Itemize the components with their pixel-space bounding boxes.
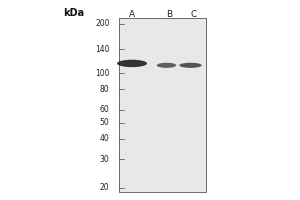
Text: 30: 30	[100, 155, 110, 164]
Text: A: A	[129, 10, 135, 19]
Text: 80: 80	[100, 85, 110, 94]
Ellipse shape	[117, 60, 147, 67]
Text: 20: 20	[100, 184, 110, 192]
Text: kDa: kDa	[63, 8, 84, 18]
Text: B: B	[167, 10, 172, 19]
Ellipse shape	[157, 63, 176, 68]
Ellipse shape	[179, 63, 202, 68]
Text: 50: 50	[100, 118, 110, 127]
Text: 140: 140	[95, 45, 109, 54]
Text: 40: 40	[100, 134, 110, 143]
Text: 60: 60	[100, 105, 110, 114]
Bar	[118, 18, 206, 192]
Text: C: C	[190, 10, 196, 19]
Text: 200: 200	[95, 20, 109, 28]
Text: 100: 100	[95, 69, 109, 78]
